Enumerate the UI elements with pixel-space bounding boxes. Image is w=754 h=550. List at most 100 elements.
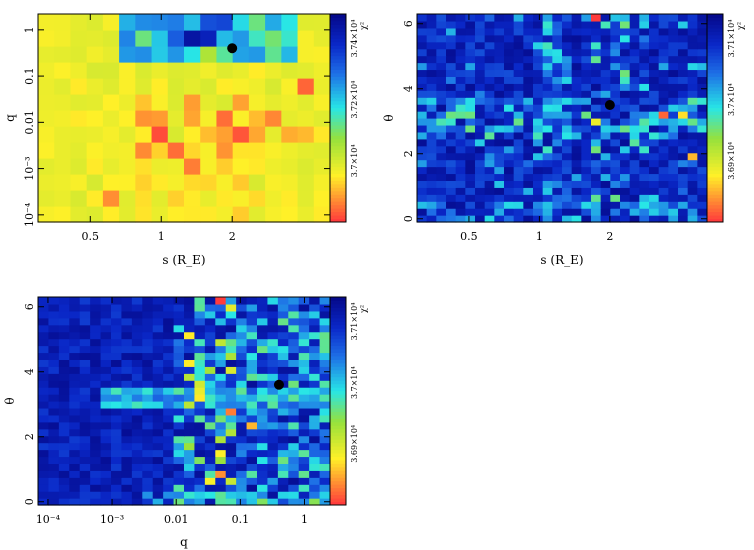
heatmap-cell (494, 104, 505, 112)
heatmap-cell (639, 20, 650, 29)
heatmap-cell (542, 97, 553, 105)
heatmap-cell (111, 435, 123, 444)
heatmap-cell (687, 166, 698, 175)
heatmap-cell (591, 97, 602, 105)
heatmap-cell (173, 303, 185, 312)
heatmap-cell (504, 215, 515, 223)
heatmap-cell (484, 201, 495, 209)
heatmap-cell (687, 131, 698, 140)
heatmap-cell (297, 62, 315, 79)
heatmap-cell (265, 14, 282, 31)
heatmap-cell (639, 124, 650, 133)
heatmap-cell (571, 55, 582, 64)
colorbar-segment (330, 442, 346, 447)
heatmap-cell (215, 303, 227, 312)
heatmap-cell (225, 310, 237, 319)
heatmap-cell (121, 470, 133, 478)
heatmap-cell (102, 110, 120, 127)
colorbar-segment (330, 449, 346, 454)
colorbar-segment (707, 20, 723, 25)
heatmap-cell (319, 491, 331, 499)
heatmap-cell (571, 41, 582, 50)
heatmap-cell (90, 407, 102, 416)
heatmap-cell (523, 138, 534, 147)
heatmap-cell (678, 104, 689, 112)
colorbar-segment (330, 366, 346, 371)
heatmap-cell (581, 111, 592, 119)
heatmap-cell (484, 131, 495, 140)
heatmap-cell (86, 142, 104, 159)
heatmap-cell (184, 394, 196, 402)
heatmap-cell (571, 69, 582, 77)
colorbar-segment (330, 387, 346, 392)
colorbar-tick-label: 3.74×10⁴ (350, 20, 359, 58)
colorbar-segment (707, 111, 723, 116)
heatmap-cell (610, 76, 621, 84)
heatmap-cell (465, 131, 476, 140)
heatmap-cell (697, 201, 708, 209)
heatmap-cell (167, 94, 185, 111)
heatmap-cell (581, 187, 592, 195)
heatmap-cell (184, 498, 196, 506)
heatmap-cell (216, 174, 234, 191)
heatmap-cell (309, 484, 321, 492)
heatmap-cell (658, 90, 669, 98)
heatmap-cell (163, 297, 175, 305)
heatmap-cell (48, 387, 60, 395)
heatmap-cell (562, 62, 573, 71)
heatmap-cell (216, 14, 234, 31)
heatmap-cell (504, 187, 515, 195)
heatmap-cell (417, 180, 428, 188)
heatmap-cell (475, 180, 486, 188)
heatmap-cell (446, 166, 457, 175)
heatmap-cell (151, 62, 169, 79)
heatmap-cell (484, 69, 495, 77)
heatmap-cell (309, 352, 321, 360)
heatmap-cell (678, 62, 689, 71)
heatmap-cell (281, 126, 299, 143)
heatmap-cell (639, 166, 650, 175)
heatmap-cell (591, 14, 602, 22)
heatmap-cell (163, 484, 175, 492)
heatmap-cell (542, 166, 553, 175)
heatmap-cell (79, 324, 91, 333)
heatmap-cell (281, 142, 299, 159)
heatmap-cell (163, 317, 175, 326)
heatmap-cell (446, 97, 457, 105)
heatmap-cell (639, 55, 650, 64)
heatmap-cell (257, 442, 269, 451)
heatmap-cell (267, 498, 279, 506)
heatmap-cell (194, 387, 206, 395)
heatmap-cell (591, 152, 602, 161)
heatmap-cell (629, 14, 640, 22)
heatmap-cell (152, 297, 164, 305)
heatmap-cell (184, 456, 196, 464)
heatmap-cell (111, 352, 123, 360)
heatmap-cell (475, 118, 486, 126)
heatmap-cell (436, 187, 447, 195)
heatmap-cell (313, 190, 331, 207)
heatmap-cell (591, 69, 602, 77)
heatmap-cell (417, 76, 428, 84)
colorbar-segment (330, 215, 346, 220)
heatmap-cell (297, 206, 315, 223)
heatmap-cell (591, 166, 602, 175)
heatmap-cell (38, 359, 50, 367)
colorbar-segment (330, 62, 346, 67)
heatmap-cell (436, 111, 447, 119)
heatmap-cell (610, 97, 621, 105)
heatmap-cell (119, 14, 136, 31)
heatmap-cell (277, 456, 289, 464)
heatmap-cell (581, 14, 592, 22)
heatmap-cell (236, 387, 248, 395)
heatmap-cell (38, 303, 50, 312)
heatmap-cell (79, 303, 91, 312)
heatmap-cell (121, 303, 133, 312)
heatmap-cell (288, 456, 300, 464)
heatmap-cell (562, 111, 573, 119)
heatmap-cell (246, 373, 258, 381)
heatmap-cell (417, 34, 428, 43)
heatmap-cell (204, 387, 216, 395)
heatmap-cell (581, 208, 592, 216)
heatmap-cell (204, 317, 216, 326)
